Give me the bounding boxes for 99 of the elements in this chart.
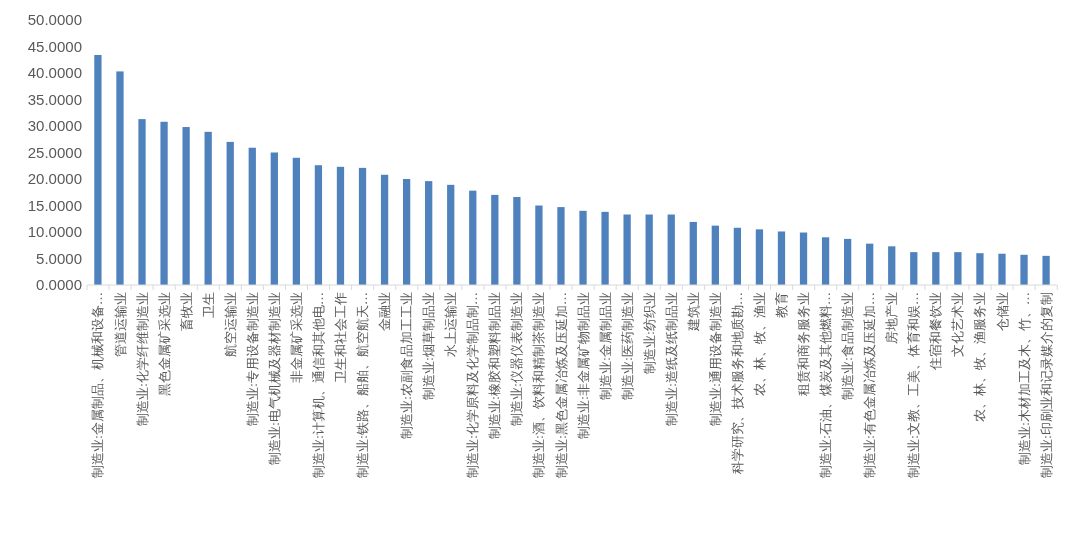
x-tick-label: 制造业:橡胶和塑料制品业 [487,292,503,439]
y-tick-label: 10.0000 [27,223,82,241]
y-tick-label: 30.0000 [27,117,82,135]
bar [954,252,962,285]
bar [226,141,234,285]
bar [1042,255,1050,285]
x-tick-label: 农、林、牧、渔业 [751,292,767,396]
bar [689,221,697,285]
x-tick-label: 制造业:铁路、船舶、航空航天… [355,292,371,478]
bar [380,174,389,285]
x-tick-label: 房地产业 [884,292,900,344]
x-tick-label: 卫生和社会工作 [333,292,349,383]
bar [799,232,808,285]
y-tick-label: 20.0000 [27,170,82,188]
bar [270,152,278,285]
x-tick-label: 科学研究、技术服务和地质勘… [729,292,745,474]
bar [998,253,1006,285]
bar [910,252,918,285]
x-tick-label: 制造业:化学纤维制造业 [134,292,150,426]
bar [248,147,256,285]
bar [336,166,345,285]
x-tick-label: 水上运输业 [443,292,459,357]
bar [601,211,609,285]
bar [314,165,323,285]
bar [447,184,455,285]
x-tick-label: 航空运输业 [222,292,238,357]
y-tick-label: 35.0000 [27,90,82,108]
x-tick-label: 文化艺术业 [950,292,966,357]
x-tick-label: 仓储业 [994,292,1010,331]
bar [711,225,719,285]
bar [358,167,367,285]
x-tick-label: 制造业:造纸及纸制品业 [663,292,679,426]
x-tick-label: 农、林、牧、渔服务业 [972,292,988,422]
x-tick-label: 制造业:印刷业和记录媒介的复制 [1038,292,1054,478]
bar [425,181,433,285]
bar [645,214,653,285]
bar [777,231,786,285]
x-tick-label: 制造业:酒、饮料和精制茶制造业 [531,292,547,478]
x-tick-label: 金融业 [377,292,393,331]
bar [182,127,190,285]
y-tick-label: 25.0000 [27,143,82,161]
bar [733,227,742,285]
x-tick-label: 畜牧业 [178,292,194,331]
bar [976,253,984,285]
y-tick-label: 0.0000 [36,276,82,294]
x-tick-label: 制造业:通用设备制造业 [707,292,723,426]
y-tick-label: 15.0000 [27,196,82,214]
x-tick-label: 制造业:化学原料及化学制品制… [465,292,481,478]
x-tick-label: 管道运输业 [112,292,128,357]
bar [160,121,168,285]
x-tick-label: 制造业:食品制造业 [840,292,856,400]
bar [292,157,301,285]
bar [821,237,830,285]
bar [138,119,146,285]
x-tick-label: 非金属矿采选业 [288,292,304,383]
y-tick-label: 40.0000 [27,64,82,82]
bar [866,243,874,285]
bar [843,238,852,285]
x-tick-label: 制造业:仪器仪表制造业 [509,292,525,426]
x-tick-label: 制造业:金属制品业 [597,292,613,400]
x-tick-label: 卫生 [200,292,216,318]
x-tick-label: 制造业:金属制品、机械和设备… [90,292,106,478]
x-tick-label: 住宿和餐饮业 [928,292,944,371]
x-tick-label: 制造业:烟草制品业 [421,292,437,400]
x-tick-label: 租赁和商务服务业 [796,292,812,396]
bar [469,190,477,285]
bar [535,205,543,285]
bar [402,179,411,285]
bar [932,252,940,285]
x-tick-label: 制造业:木材加工及木、竹、… [1016,292,1032,465]
bar [623,214,631,285]
bar [888,246,896,285]
x-tick-label: 制造业:黑色金属冶炼及压延加… [553,292,569,478]
x-tick-label: 黑色金属矿采选业 [156,292,172,396]
x-tick-label: 制造业:电气机械及器材制造业 [266,292,282,465]
y-tick-label: 50.0000 [27,11,82,29]
x-tick-label: 制造业:医药制造业 [619,292,635,400]
x-tick-label: 制造业:有色金属冶炼及压延加… [862,292,878,478]
x-tick-label: 制造业:计算机、通信和其他电… [310,292,326,478]
bar [204,131,212,285]
x-tick-label: 制造业:文教、工美、体育和娱… [906,292,922,478]
bar [667,214,675,285]
x-tick-label: 制造业:石油、煤炭及其他燃料… [818,292,834,478]
y-tick-label: 45.0000 [27,37,82,55]
bar [557,207,565,285]
x-tick-label: 制造业:非金属矿物制品业 [575,292,591,439]
x-tick-label: 教育 [774,292,790,318]
x-tick-label: 制造业:专用设备制造业 [244,292,260,426]
bar [579,210,587,285]
x-tick-label: 建筑业 [685,292,701,332]
bar [1020,254,1028,285]
y-tick-label: 5.0000 [36,249,82,267]
bar [491,194,499,285]
bar [755,229,764,285]
x-tick-label: 制造业:农副食品加工工业 [399,292,415,439]
bar [94,54,102,285]
x-tick-label: 制造业:纺织业 [641,292,657,374]
bar [116,71,124,285]
bar [513,197,521,285]
